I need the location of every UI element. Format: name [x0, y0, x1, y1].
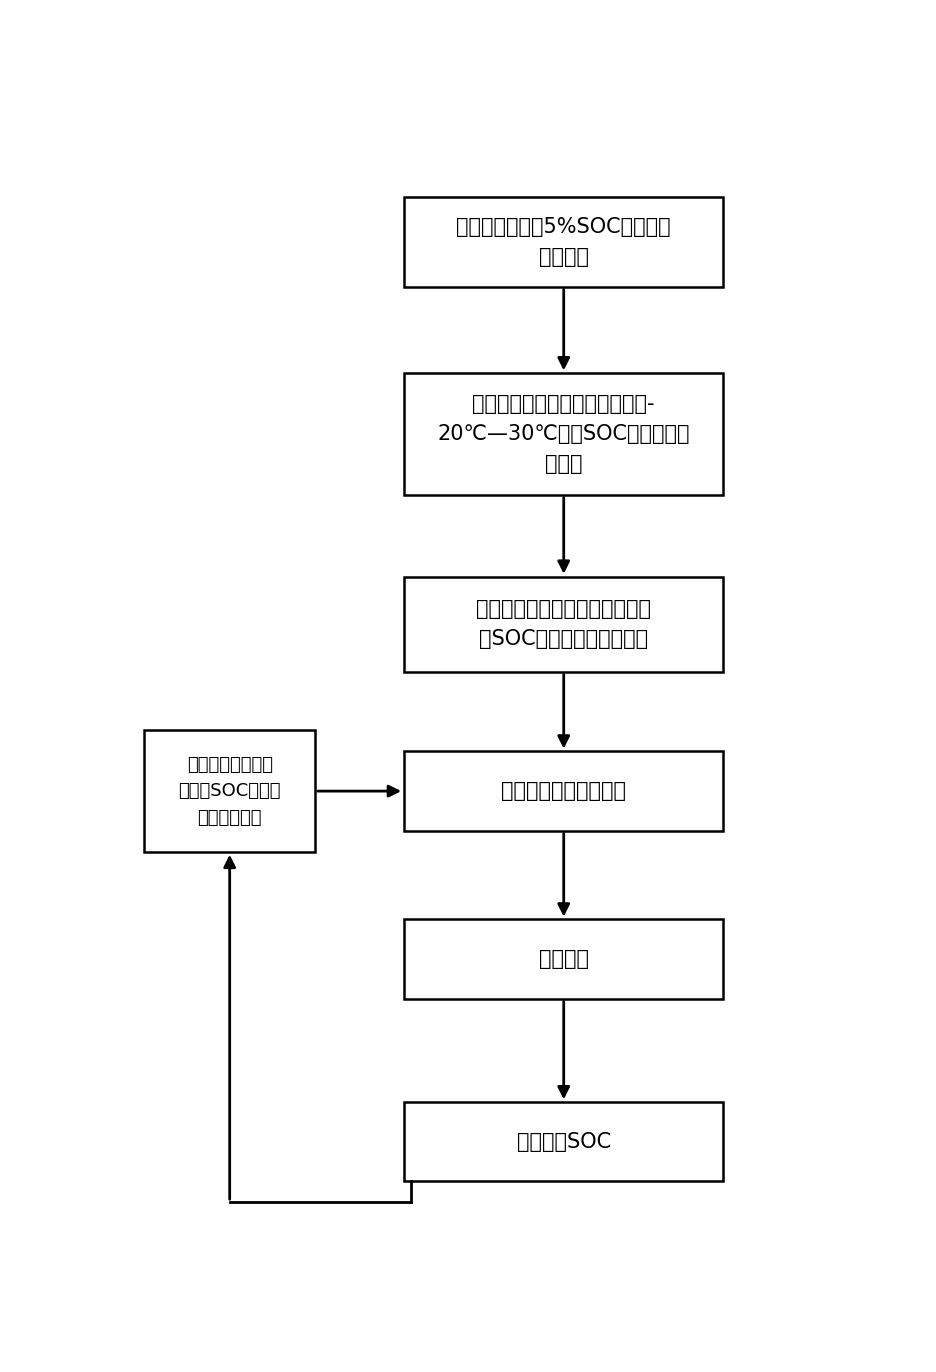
- Bar: [403, 1102, 723, 1181]
- Text: 确定室温下每隔5%SOC下的电压
变化率组: 确定室温下每隔5%SOC下的电压 变化率组: [456, 217, 670, 266]
- Bar: [403, 196, 723, 287]
- Bar: [403, 576, 723, 672]
- Text: 校正当前电池容量
下不同SOC阶段对
应的电压阈值: 校正当前电池容量 下不同SOC阶段对 应的电压阈值: [178, 756, 281, 826]
- Bar: [403, 373, 723, 495]
- Text: 故障确定: 故障确定: [538, 949, 588, 969]
- Bar: [403, 752, 723, 830]
- Bar: [403, 919, 723, 999]
- Bar: [144, 730, 314, 852]
- Text: 基于电流最大倍率确定不同温度
和SOC下的电压上下限阈值: 基于电流最大倍率确定不同温度 和SOC下的电压上下限阈值: [475, 600, 651, 649]
- Text: 修定电池SOC: 修定电池SOC: [516, 1132, 610, 1152]
- Text: 实时监测电压对比阈值: 实时监测电压对比阈值: [501, 781, 625, 801]
- Text: 以电压变化率组确定其他温度（-
20℃—30℃）和SOC处的最大电
流倍率: 以电压变化率组确定其他温度（- 20℃—30℃）和SOC处的最大电 流倍率: [437, 394, 689, 473]
